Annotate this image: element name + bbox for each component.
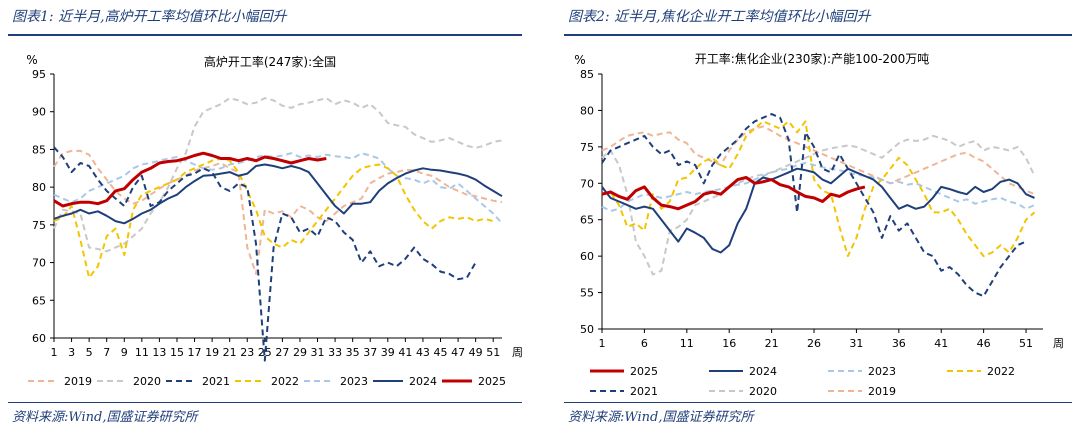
series-line-2023	[601, 161, 1035, 212]
x-tick-label: 5	[86, 346, 93, 359]
y-tick-label: 60	[32, 332, 46, 345]
title-rule	[8, 34, 522, 36]
legend-label-2021: 2021	[202, 375, 230, 388]
x-tick-label: 1	[51, 346, 58, 359]
y-tick-label: 70	[32, 257, 46, 270]
y-tick-label: 55	[580, 287, 594, 300]
legend-label-2024: 2024	[409, 375, 437, 388]
x-tick-label: 31	[311, 346, 325, 359]
series-line-2025	[53, 151, 327, 208]
panel-blast-furnace: 图表1: 近半月,高炉开工率均值环比小幅回升 高炉开工率(247家):全国% 60…	[0, 0, 530, 437]
y-tick-label: 50	[580, 323, 594, 336]
x-tick-label: 31	[849, 337, 863, 350]
legend-label-2023: 2023	[868, 365, 896, 378]
y-tick-label: 75	[580, 141, 594, 154]
y-tick-label: 85	[32, 143, 46, 156]
x-tick-label: 17	[188, 346, 202, 359]
source-rule	[8, 402, 522, 403]
legend-label-2022: 2022	[987, 365, 1015, 378]
figure-title: 图表1: 近半月,高炉开工率均值环比小幅回升	[12, 9, 287, 25]
y-tick-label: 80	[580, 104, 594, 117]
legend-label-2024: 2024	[749, 365, 777, 378]
legend-label-2025: 2025	[478, 375, 506, 388]
x-tick-label: 41	[934, 337, 948, 350]
title-rule	[564, 34, 1072, 36]
y-axis-unit: %	[26, 53, 37, 67]
y-tick-label: 95	[32, 68, 46, 81]
y-tick-label: 85	[580, 68, 594, 81]
y-tick-label: 65	[32, 294, 46, 307]
x-axis-unit: 周	[512, 346, 523, 359]
coking-chart: 开工率:焦化企业(230家):产能100-200万吨% 50 55 60 65 70 75 8…	[574, 51, 1064, 398]
x-tick-label: 15	[170, 346, 184, 359]
x-tick-label: 3	[68, 346, 75, 359]
legend-label-2023: 2023	[340, 375, 368, 388]
x-tick-label: 37	[363, 346, 377, 359]
x-tick-label: 11	[680, 337, 694, 350]
series-line-2021	[601, 113, 1027, 298]
x-tick-label: 7	[103, 346, 110, 359]
x-tick-label: 39	[381, 346, 395, 359]
y-tick-label: 65	[580, 214, 594, 227]
series-line-2025	[601, 176, 866, 211]
x-tick-label: 26	[807, 337, 821, 350]
x-tick-label: 35	[346, 346, 360, 359]
y-tick-label: 70	[580, 177, 594, 190]
x-tick-label: 16	[722, 337, 736, 350]
x-tick-label: 11	[135, 346, 149, 359]
source-note: 资料来源:Wind,国盛证券研究所	[568, 410, 754, 425]
legend-label-2025: 2025	[630, 365, 658, 378]
x-tick-label: 13	[152, 346, 166, 359]
x-tick-label: 45	[434, 346, 448, 359]
series-line-2019	[53, 149, 503, 275]
series-line-2024	[53, 163, 503, 225]
legend-label-2020: 2020	[749, 385, 777, 398]
y-axis-unit: %	[574, 53, 585, 67]
x-tick-label: 41	[398, 346, 412, 359]
x-tick-label: 21	[223, 346, 237, 359]
y-tick-label: 60	[580, 250, 594, 263]
series-line-2020	[601, 134, 1036, 276]
legend-label-2020: 2020	[133, 375, 161, 388]
x-tick-label: 6	[641, 337, 648, 350]
legend-label-2022: 2022	[271, 375, 299, 388]
x-tick-label: 51	[486, 346, 500, 359]
series-line-2022	[53, 157, 494, 279]
x-axis-unit: 周	[1053, 337, 1064, 350]
series-line-2022	[601, 120, 1036, 258]
x-tick-label: 36	[892, 337, 906, 350]
source-rule	[564, 402, 1072, 403]
source-note: 资料来源:Wind,国盛证券研究所	[12, 410, 198, 425]
y-tick-label: 75	[32, 219, 46, 232]
y-tick-label: 90	[32, 106, 46, 119]
chart-title: 开工率:焦化企业(230家):产能100-200万吨	[695, 51, 930, 66]
series-line-2023	[53, 152, 503, 224]
x-tick-label: 29	[293, 346, 307, 359]
chart-title: 高炉开工率(247家):全国	[204, 54, 336, 69]
figure-title: 图表2: 近半月,焦化企业开工率均值环比小幅回升	[568, 9, 871, 25]
legend-label-2019: 2019	[64, 375, 92, 388]
x-tick-label: 1	[599, 337, 606, 350]
panel-coking: 图表2: 近半月,焦化企业开工率均值环比小幅回升 开工率:焦化企业(230家):…	[556, 0, 1080, 437]
x-tick-label: 27	[275, 346, 289, 359]
series-line-2024	[601, 167, 1035, 254]
series-line-2019	[601, 125, 1035, 196]
x-tick-label: 51	[1019, 337, 1033, 350]
x-tick-label: 46	[977, 337, 991, 350]
x-tick-label: 19	[205, 346, 219, 359]
legend-label-2021: 2021	[630, 385, 658, 398]
x-tick-label: 21	[765, 337, 779, 350]
y-tick-label: 80	[32, 181, 46, 194]
x-tick-label: 49	[469, 346, 483, 359]
x-tick-label: 43	[416, 346, 430, 359]
series-line-2021	[53, 146, 477, 362]
legend-label-2019: 2019	[868, 385, 896, 398]
x-tick-label: 33	[328, 346, 342, 359]
x-tick-label: 23	[240, 346, 254, 359]
x-tick-label: 47	[451, 346, 465, 359]
x-tick-label: 9	[121, 346, 128, 359]
